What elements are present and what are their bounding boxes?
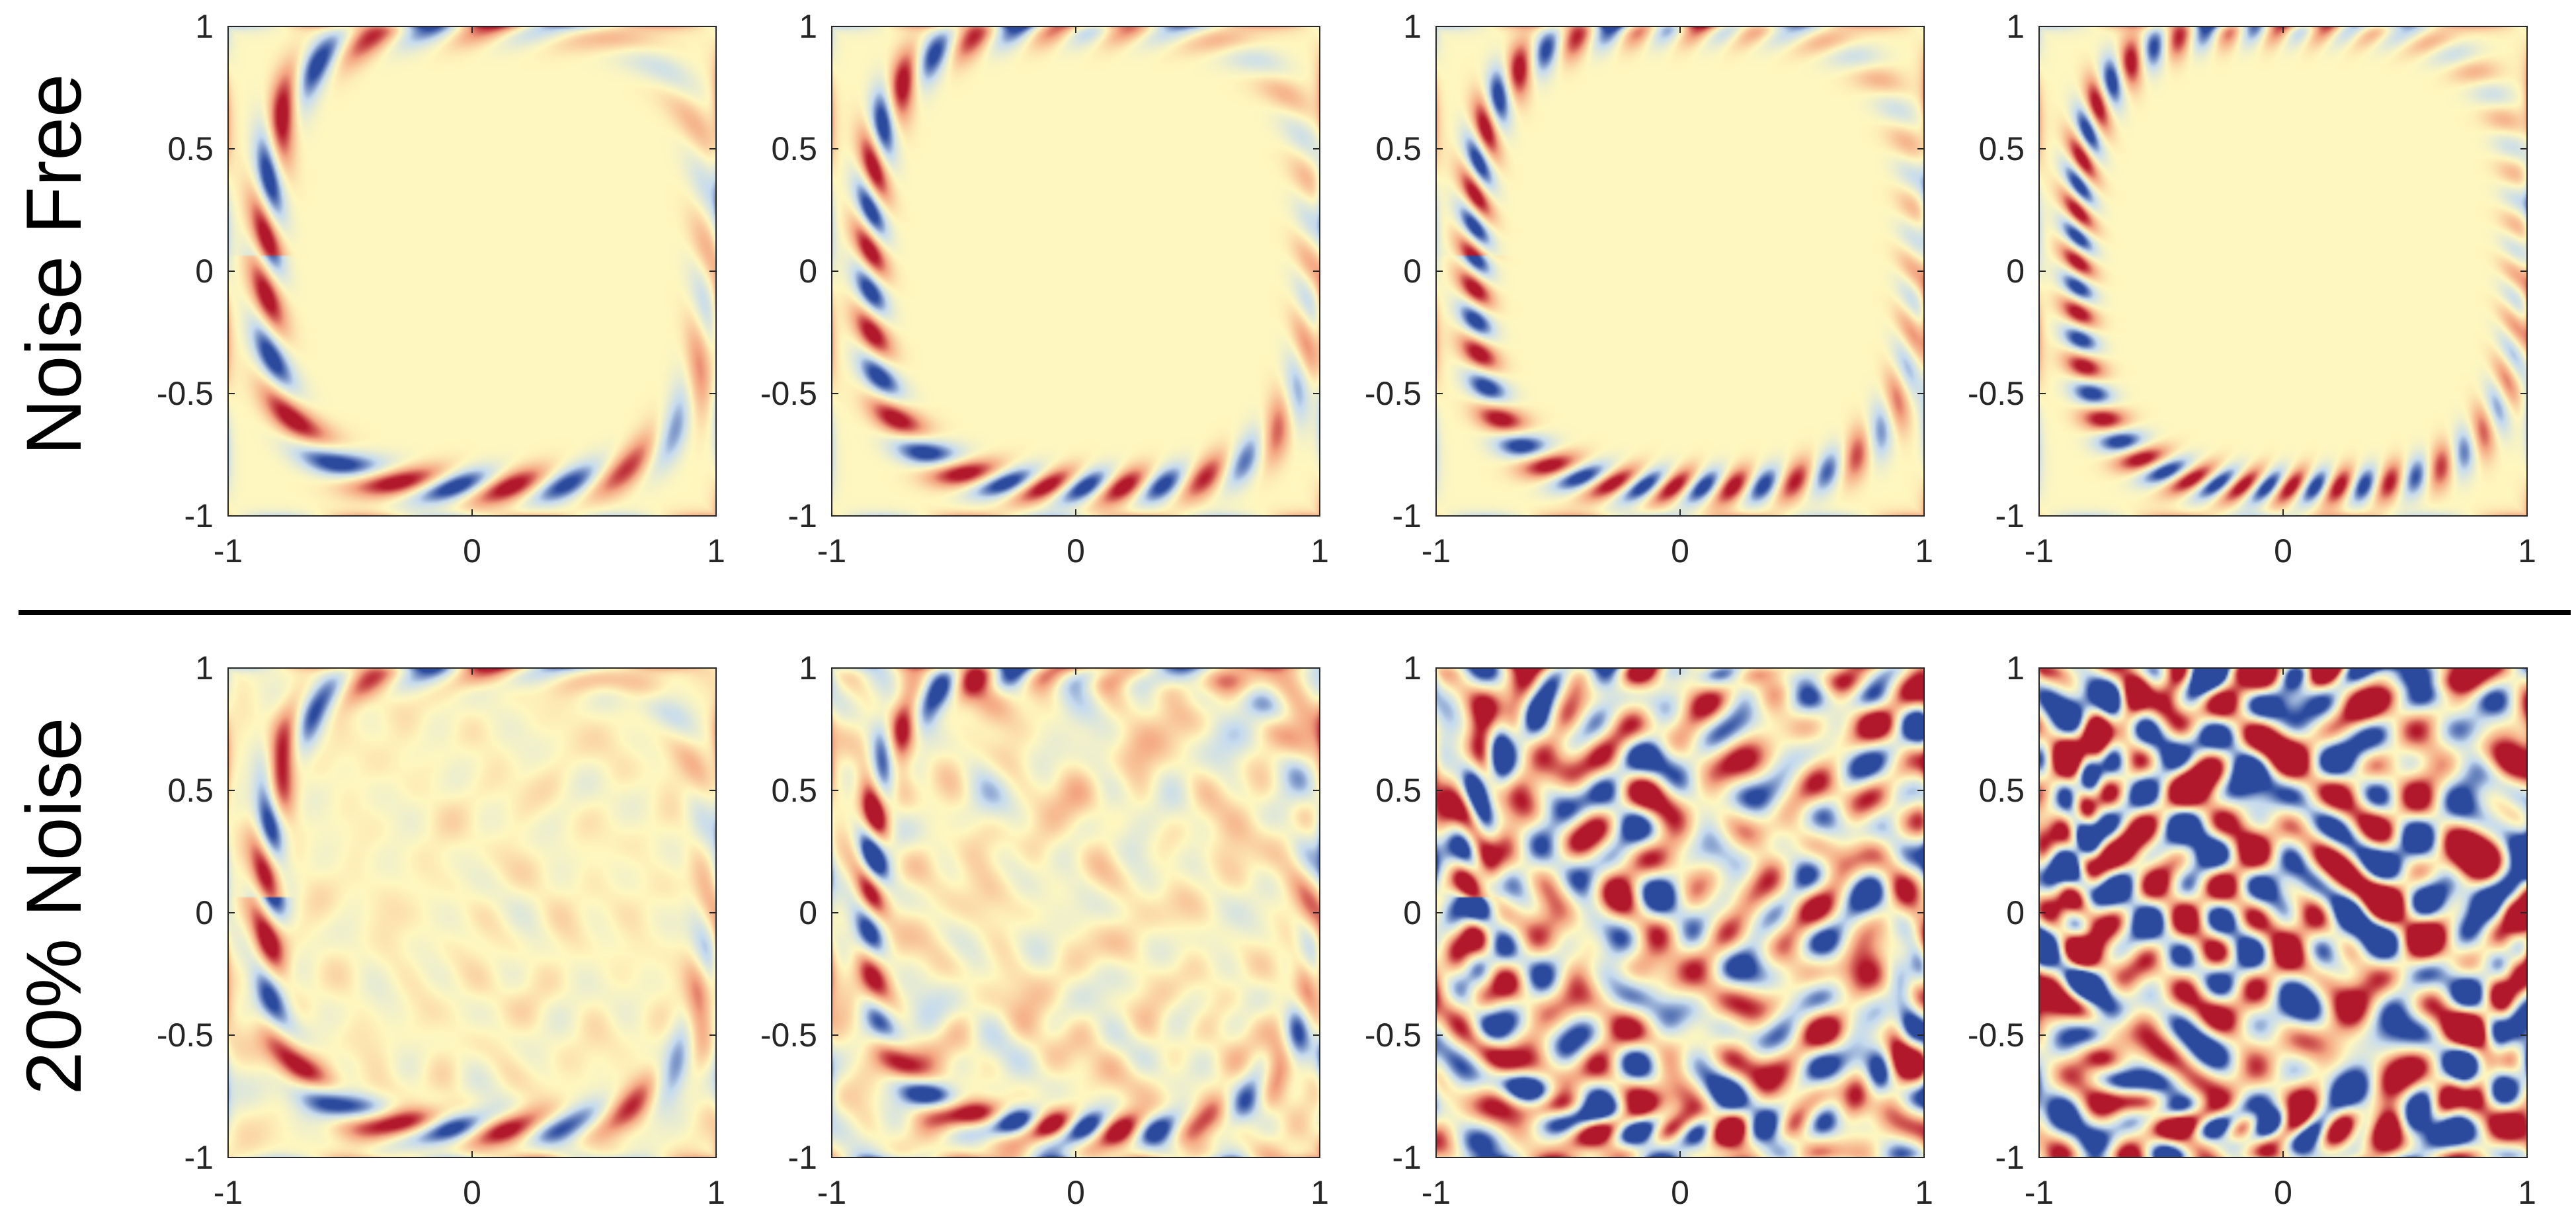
y-tick-label: 0	[799, 253, 817, 290]
x-tick-label: -1	[214, 532, 243, 569]
y-tick-label: 0	[1403, 253, 1422, 290]
heatmap-panel-r2c4: -1 0 1 -1 -0.5 0 0.5 1	[1968, 650, 2536, 1211]
x-tick-label: 0	[1671, 1174, 1689, 1211]
y-tick-label: 0	[799, 894, 817, 931]
x-tick-label: -1	[214, 1174, 243, 1211]
y-tick-label: -1	[1995, 497, 2025, 534]
y-tick-label: -0.5	[157, 1017, 214, 1054]
y-tick-label: 0	[195, 253, 214, 290]
x-tick-label: 0	[1671, 532, 1689, 569]
y-tick-label: 0.5	[771, 772, 817, 809]
y-tick-label: -0.5	[760, 1017, 817, 1054]
y-tick-label: 1	[2006, 650, 2025, 687]
y-tick-label: 0.5	[771, 130, 817, 167]
y-tick-label: -1	[1392, 497, 1422, 534]
x-tick-label: -1	[2025, 1174, 2054, 1211]
x-tick-label: -1	[2025, 532, 2054, 569]
heatmap-panel-r2c2: -1 0 1 -1 -0.5 0 0.5 1	[760, 650, 1329, 1211]
y-tick-label: 1	[1403, 650, 1422, 687]
y-tick-label: 0.5	[167, 130, 214, 167]
x-tick-label: 0	[1067, 1174, 1085, 1211]
heatmap-panel-r2c3: -1 0 1 -1 -0.5 0 0.5 1	[1365, 650, 1933, 1211]
row-label-noise-free: Noise Free	[11, 73, 98, 455]
x-tick-label: 1	[2518, 1174, 2536, 1211]
y-tick-label: 1	[195, 650, 214, 687]
y-tick-label: 0.5	[1375, 130, 1422, 167]
y-tick-label: -1	[788, 1139, 817, 1176]
x-tick-label: -1	[1422, 1174, 1451, 1211]
x-tick-label: 0	[1067, 532, 1085, 569]
x-tick-label: 1	[1915, 532, 1933, 569]
y-tick-label: -0.5	[1968, 1017, 2025, 1054]
x-tick-label: -1	[1422, 532, 1451, 569]
y-tick-label: -0.5	[1968, 375, 2025, 412]
heatmap-panel-r2c1: -1 0 1 -1 -0.5 0 0.5 1	[157, 650, 725, 1211]
x-tick-label: -1	[817, 532, 846, 569]
heatmap-panel-r1c3: -1 0 1 -1 -0.5 0 0.5 1	[1365, 8, 1933, 569]
y-tick-label: 1	[799, 8, 817, 45]
y-tick-label: 0.5	[1375, 772, 1422, 809]
heatmap-image-r1c3	[1436, 26, 1924, 516]
x-tick-label: 1	[2518, 532, 2536, 569]
y-tick-label: 0.5	[1978, 130, 2025, 167]
y-tick-label: -0.5	[1365, 1017, 1422, 1054]
x-tick-label: -1	[817, 1174, 846, 1211]
heatmap-image-r1c1	[228, 26, 716, 516]
y-tick-label: 1	[195, 8, 214, 45]
y-tick-label: 0.5	[167, 772, 214, 809]
heatmap-panel-r1c2: -1 0 1 -1 -0.5 0 0.5 1	[760, 8, 1329, 569]
y-tick-label: 0	[195, 894, 214, 931]
heatmap-image-r1c2	[832, 26, 1320, 516]
y-tick-label: -0.5	[760, 375, 817, 412]
heatmap-panels: -1 0 1 -1 -0.5 0 0.5 1 -1 0 1 -1 -0.5 0 0.5 1 -1 0 1 -1 -0.5…	[157, 8, 2536, 1211]
heatmap-image-r2c1	[228, 668, 716, 1157]
y-tick-label: -0.5	[1365, 375, 1422, 412]
y-tick-label: 1	[799, 650, 817, 687]
heatmap-image-r2c2	[832, 668, 1320, 1157]
y-tick-label: 1	[2006, 8, 2025, 45]
x-tick-label: 1	[1310, 532, 1329, 569]
x-tick-label: 0	[463, 1174, 481, 1211]
y-tick-label: -1	[184, 497, 214, 534]
y-tick-label: 1	[1403, 8, 1422, 45]
y-tick-label: 0	[2006, 253, 2025, 290]
x-tick-label: 0	[463, 532, 481, 569]
heatmap-image-r2c3	[1436, 668, 1924, 1157]
x-tick-label: 1	[707, 1174, 725, 1211]
heatmap-panel-r1c4: -1 0 1 -1 -0.5 0 0.5 1	[1968, 8, 2536, 569]
y-tick-label: -0.5	[157, 375, 214, 412]
heatmap-image-r2c4	[2039, 668, 2527, 1157]
y-tick-label: -1	[184, 1139, 214, 1176]
y-tick-label: 0	[1403, 894, 1422, 931]
heatmap-panel-r1c1: -1 0 1 -1 -0.5 0 0.5 1	[157, 8, 725, 569]
x-tick-label: 1	[707, 532, 725, 569]
x-tick-label: 0	[2274, 1174, 2292, 1211]
y-tick-label: -1	[1995, 1139, 2025, 1176]
y-tick-label: 0	[2006, 894, 2025, 931]
x-tick-label: 0	[2274, 532, 2292, 569]
x-tick-label: 1	[1915, 1174, 1933, 1211]
x-tick-label: 1	[1310, 1174, 1329, 1211]
y-tick-label: -1	[788, 497, 817, 534]
y-tick-label: 0.5	[1978, 772, 2025, 809]
row-label-20-percent-noise: 20% Noise	[11, 718, 98, 1095]
heatmap-image-r1c4	[2039, 26, 2527, 516]
y-tick-label: -1	[1392, 1139, 1422, 1176]
